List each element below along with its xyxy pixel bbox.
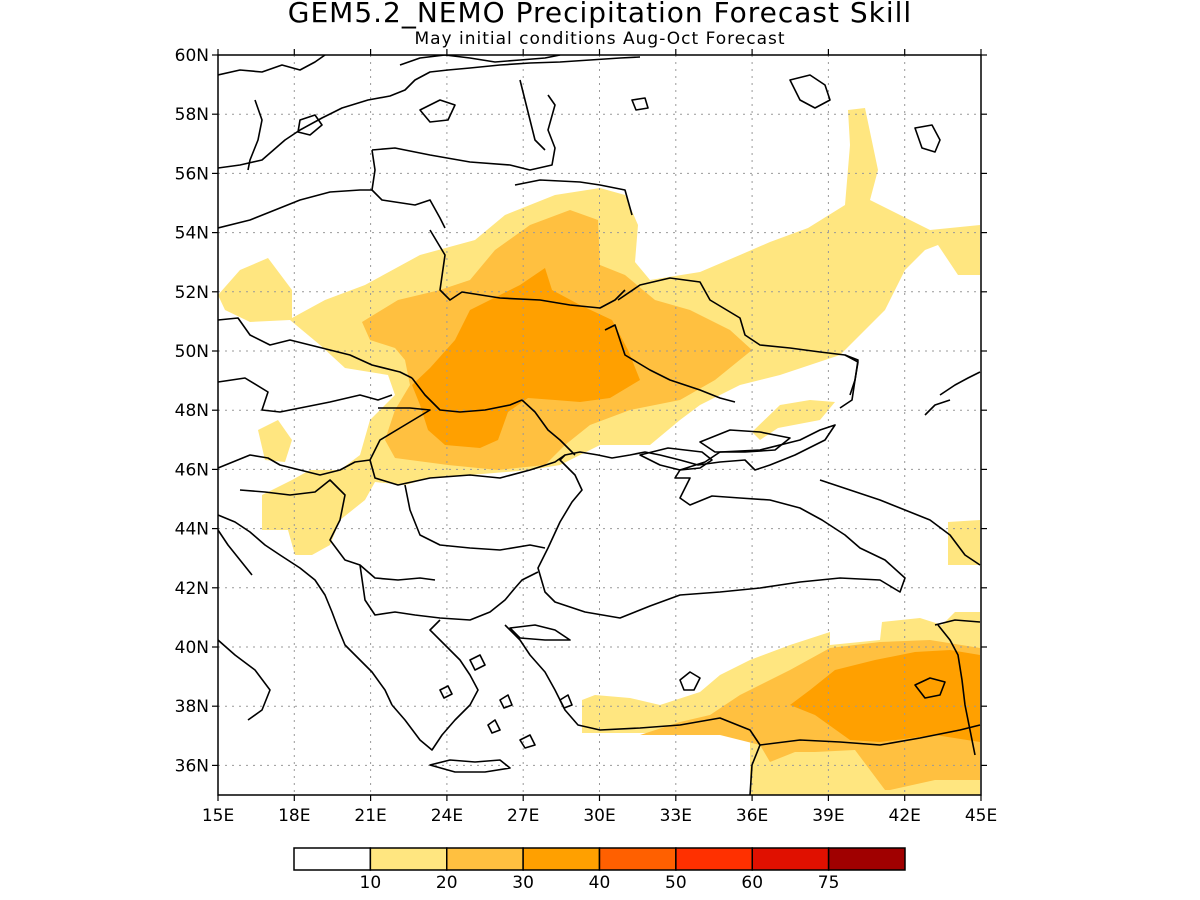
tick-label-lat: 60N <box>175 46 209 66</box>
tick-label-lon: 36E <box>736 806 768 826</box>
color-bar-box <box>751 847 830 871</box>
turkey-eastern-border <box>934 619 981 756</box>
coastlines-borders <box>218 55 981 795</box>
rybinsk-reservoir <box>631 97 649 111</box>
tick-label-lat: 58N <box>175 105 209 125</box>
tick-label-lon: 39E <box>812 806 844 826</box>
color-bar-label: 60 <box>741 873 763 893</box>
balkans-borders <box>239 479 546 621</box>
color-bar-box <box>522 847 601 871</box>
gotland <box>297 114 323 136</box>
tick-label-lon: 27E <box>507 806 539 826</box>
lake-van <box>914 677 946 699</box>
ukraine-borders <box>411 277 859 413</box>
skill-region-10-20-west <box>258 420 292 462</box>
skill-region-30-40-north <box>412 268 640 448</box>
tick-label-lat: 42N <box>175 579 209 599</box>
tick-label-lon: 33E <box>660 806 692 826</box>
lake-onega <box>914 124 941 153</box>
tick-label-lat: 44N <box>175 520 209 540</box>
color-bar-label: 20 <box>436 873 458 893</box>
gulf-of-finland <box>399 55 561 66</box>
caucasus-border <box>819 479 981 566</box>
tick-label-lon: 21E <box>354 806 386 826</box>
baltic-states-borders <box>371 94 633 229</box>
russia-inner-borders <box>519 79 859 409</box>
chart-subtitle: May initial conditions Aug-Oct Forecast <box>414 29 786 49</box>
scandinavia-coast <box>218 55 326 76</box>
tick-label-lon: 30E <box>583 806 615 826</box>
tick-label-lon: 18E <box>278 806 310 826</box>
tick-label-lat: 54N <box>175 224 209 244</box>
color-bar-box <box>293 847 372 871</box>
tick-label-lat: 48N <box>175 401 209 421</box>
color-bar-label: 30 <box>512 873 534 893</box>
black-sea-coast <box>537 424 906 619</box>
caspian-coast <box>924 371 981 416</box>
romania-borders <box>369 399 576 486</box>
color-bar-box <box>369 847 448 871</box>
sea-of-azov <box>699 429 791 453</box>
saaremaa <box>419 99 456 123</box>
chart-title: GEM5.2_NEMO Precipitation Forecast Skill <box>287 0 913 29</box>
adriatic-coast <box>218 514 393 706</box>
tick-label-lat: 56N <box>175 164 209 184</box>
greece-coast <box>391 619 479 751</box>
color-bar-label: 10 <box>360 873 382 893</box>
axis-ticks: 15E 18E 21E 24E 27E 30E 33E 36E 39E 42E 45E 36N 38N 4… <box>175 46 998 826</box>
sea-of-marmara <box>509 624 571 641</box>
skill-region-30-40-anatolia <box>790 650 980 742</box>
baltic-coast <box>218 56 641 169</box>
lake-ladoga <box>789 74 831 109</box>
tick-label-lat: 52N <box>175 283 209 303</box>
tick-label-lon: 24E <box>431 806 463 826</box>
color-bar-box <box>675 847 753 871</box>
central-europe-borders <box>218 377 393 476</box>
tick-label-lon: 15E <box>202 806 234 826</box>
tick-label-lat: 38N <box>175 697 209 717</box>
color-bar-label: 40 <box>589 873 611 893</box>
italy-coast <box>218 529 271 721</box>
poland-borders <box>218 189 626 379</box>
color-bar-box <box>827 847 906 871</box>
tick-label-lon: 45E <box>965 806 997 826</box>
turkey-southern-border <box>759 724 981 746</box>
aegean-turkey-coast <box>504 624 761 795</box>
aegean-islands <box>439 654 573 749</box>
tick-label-lon: 42E <box>889 806 921 826</box>
tick-label-lat: 40N <box>175 638 209 658</box>
tick-label-lat: 50N <box>175 342 209 362</box>
color-bar: 10 20 30 40 50 60 75 <box>293 847 906 893</box>
grid-lines <box>218 55 981 795</box>
sweden-east-coast <box>247 99 263 171</box>
skill-region-10-20-caucasus <box>948 520 980 565</box>
color-bar-box <box>598 847 677 871</box>
tick-label-lat: 46N <box>175 460 209 480</box>
cyprus <box>679 671 701 691</box>
color-bar-label: 75 <box>818 873 840 893</box>
color-bar-box <box>446 847 524 871</box>
tick-label-lat: 36N <box>175 756 209 776</box>
skill-shading <box>218 108 980 795</box>
color-bar-label: 50 <box>665 873 687 893</box>
skill-region-10-20-east <box>752 400 835 440</box>
crete <box>429 759 511 773</box>
crimea <box>639 447 713 471</box>
